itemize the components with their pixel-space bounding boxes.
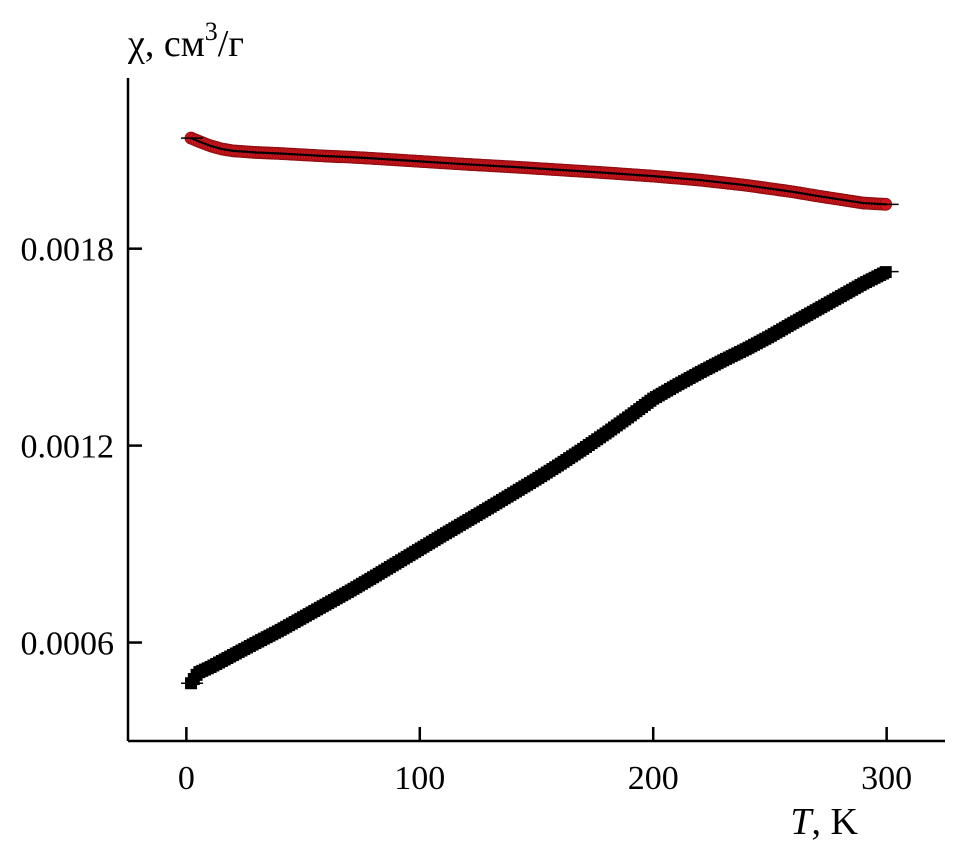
y-tick-label: 0.0018 <box>21 232 115 269</box>
series-square-fit-line <box>190 270 888 684</box>
x-axis-label-unit: , K <box>812 801 859 843</box>
y-tick-label: 0.0012 <box>21 429 115 466</box>
x-axis-label: T, K <box>790 801 858 843</box>
y-axis-label-symbol: χ, см <box>127 23 205 65</box>
y-axis-label-exponent: 3 <box>205 17 218 46</box>
x-tick-label: 100 <box>394 760 445 797</box>
y-ticks-group: 0.0006 0.0012 0.0018 <box>21 232 142 663</box>
y-tick-label: 0.0006 <box>21 626 115 663</box>
x-axis-label-symbol: T <box>790 801 814 843</box>
axes-group <box>126 78 945 743</box>
series-circle-markers <box>184 131 893 211</box>
y-axis-label-unit: /г <box>218 23 244 65</box>
series-circle-fit-line <box>190 137 887 206</box>
x-ticks-group: 0 100 200 300 <box>178 727 912 797</box>
x-tick-label: 200 <box>628 760 679 797</box>
x-tick-label: 300 <box>861 760 912 797</box>
series-layer <box>181 131 899 690</box>
y-axis-label: χ, см3/г <box>127 17 244 65</box>
x-tick-label: 0 <box>178 760 195 797</box>
